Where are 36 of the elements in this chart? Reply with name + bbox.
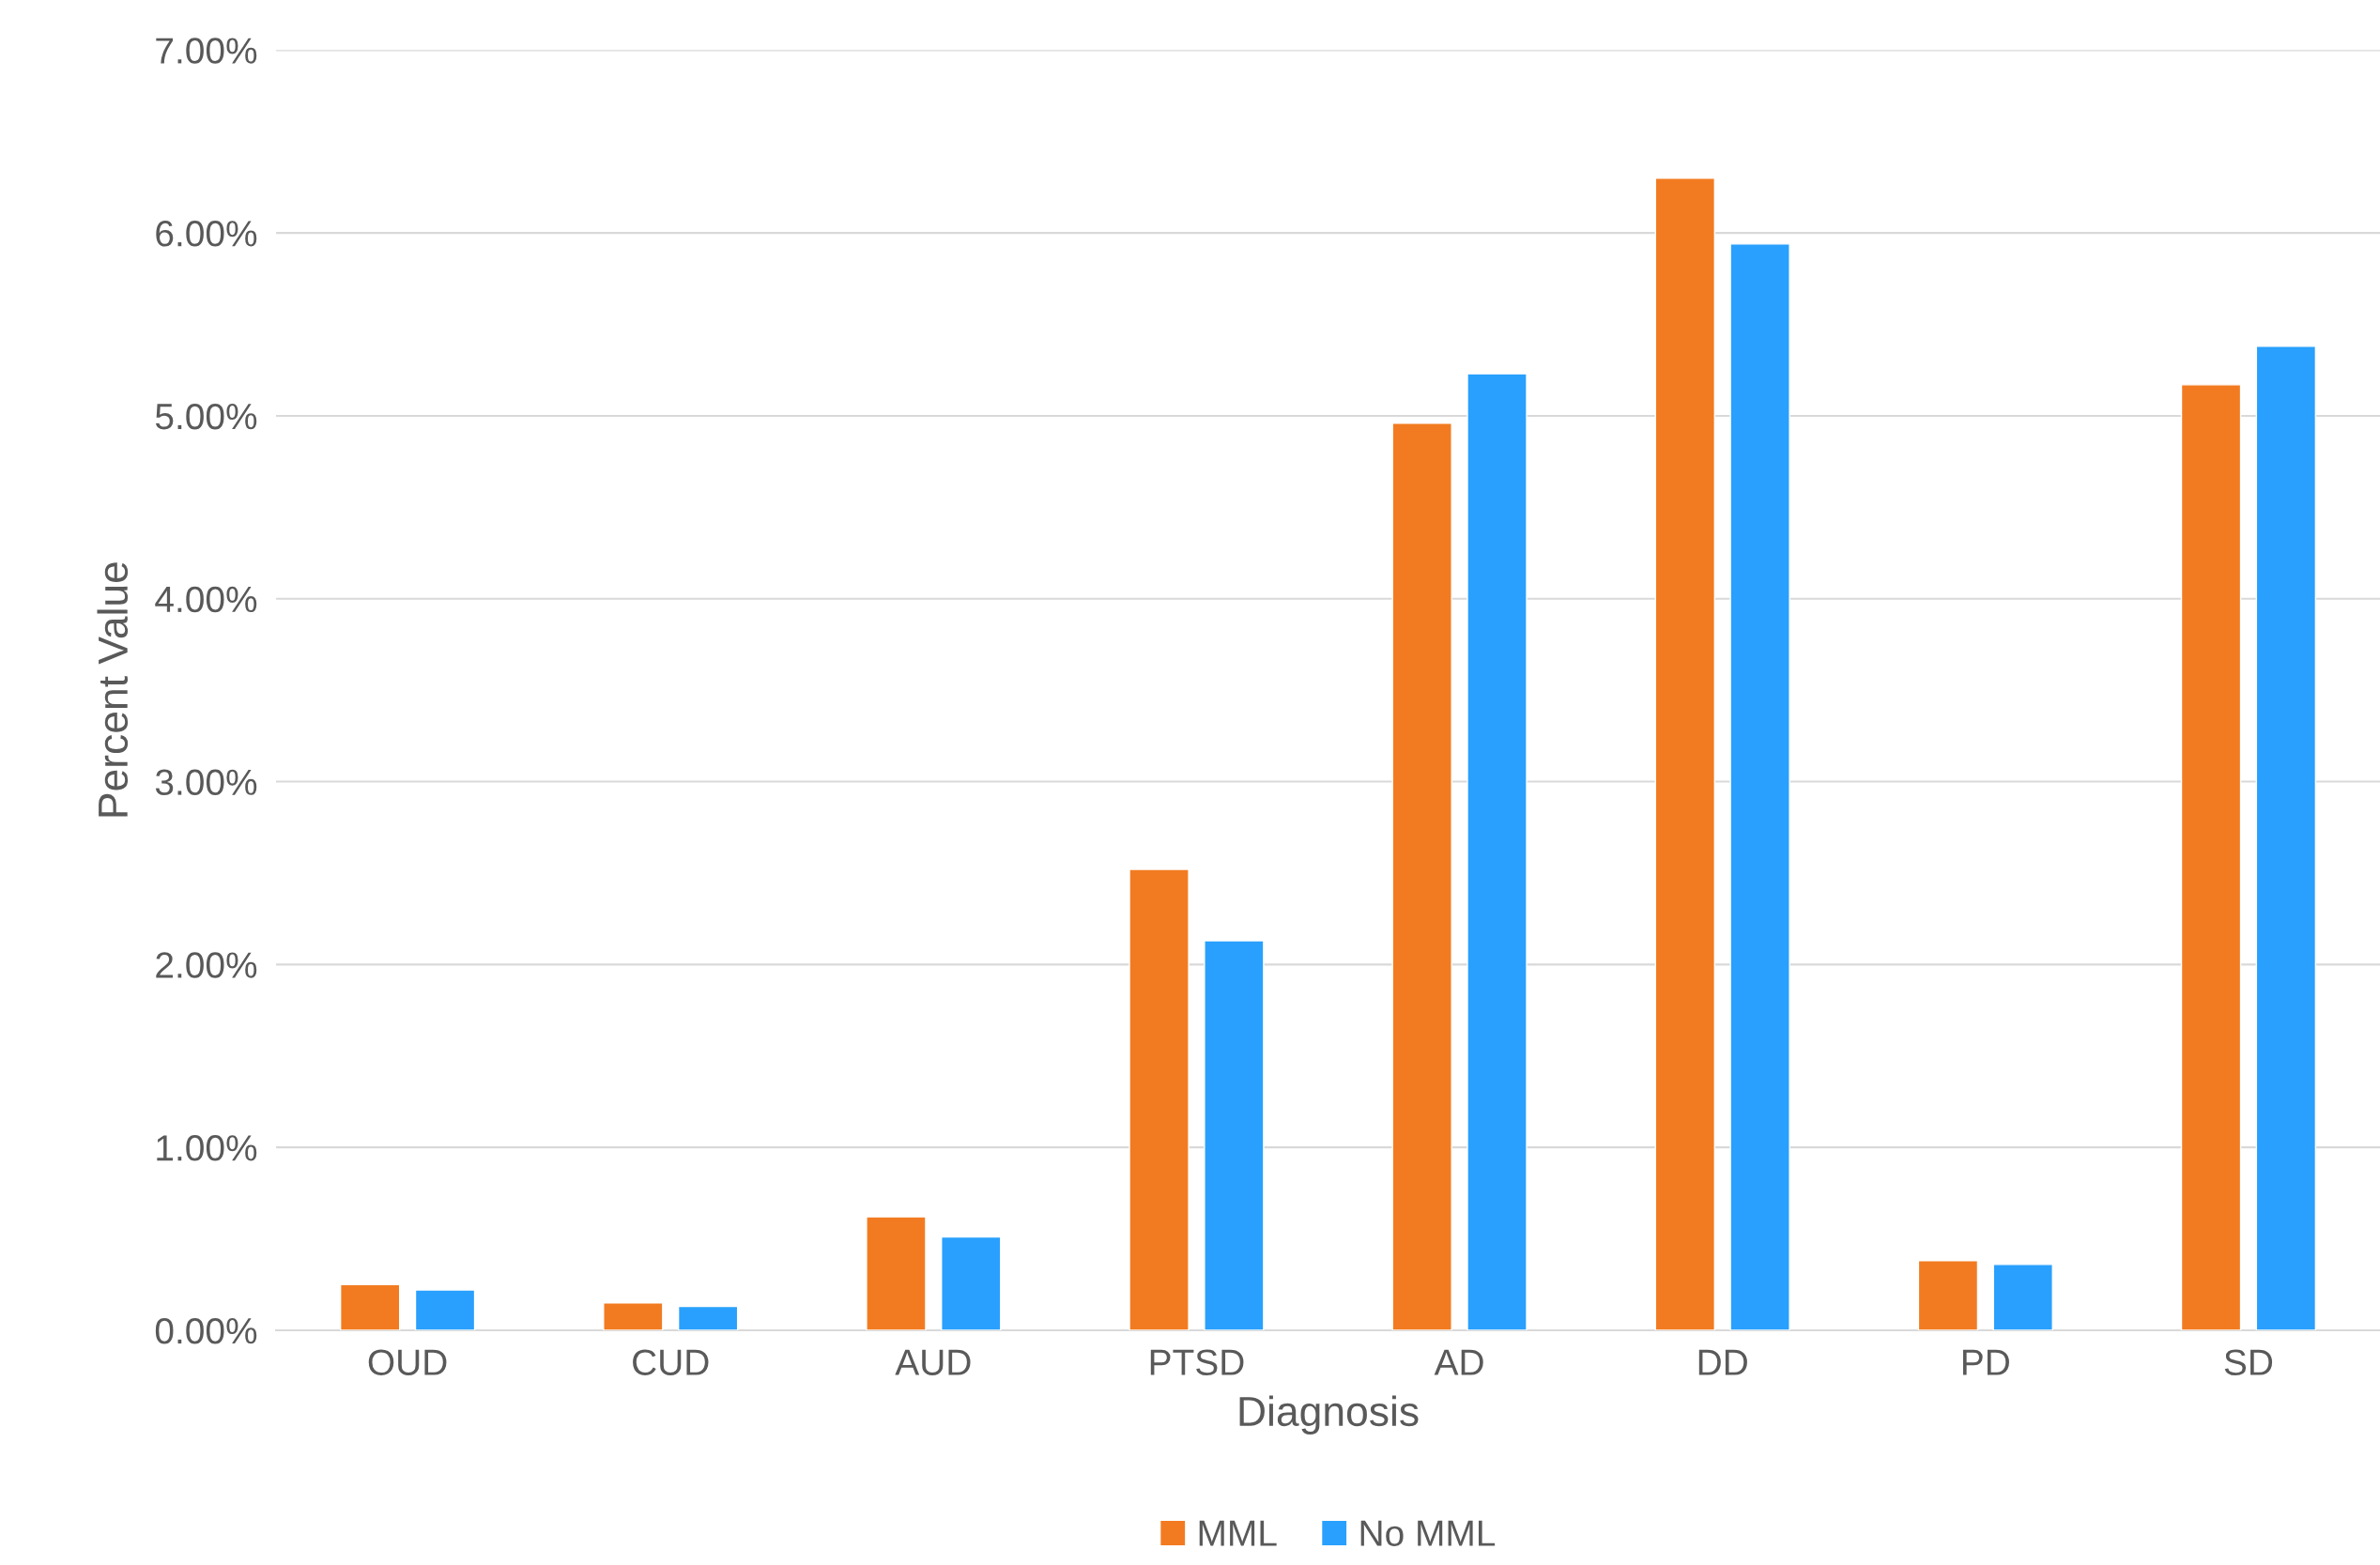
bar — [866, 1216, 927, 1330]
bar — [1129, 868, 1190, 1330]
legend-label: No MML — [1360, 1520, 1496, 1546]
bar — [414, 1289, 476, 1330]
x-axis-title: Diagnosis — [1239, 1395, 1419, 1435]
y-axis-title: Percent Value — [97, 562, 129, 817]
y-tick-label: 1.00% — [157, 1135, 257, 1161]
bar — [339, 1283, 401, 1330]
bar — [1391, 422, 1452, 1330]
bar — [941, 1235, 1002, 1330]
x-tick-label: CUD — [633, 1349, 709, 1375]
bar — [1466, 373, 1528, 1330]
bar — [1917, 1260, 1979, 1330]
bar — [1204, 940, 1265, 1330]
bar — [1992, 1264, 2053, 1330]
bar — [603, 1302, 664, 1330]
bar — [677, 1305, 739, 1330]
y-tick-label: 2.00% — [156, 952, 257, 978]
x-tick-label: OUD — [368, 1349, 447, 1375]
bar — [2255, 345, 2317, 1330]
x-tick-label: DD — [1698, 1349, 1747, 1375]
bar — [1654, 177, 1715, 1330]
x-tick-label: AUD — [895, 1349, 971, 1375]
y-tick-label: 0.00% — [155, 1317, 257, 1344]
bar — [1729, 243, 1790, 1330]
x-tick-label: PD — [1963, 1349, 2009, 1375]
y-tick-label: 5.00% — [155, 403, 257, 430]
y-tick-label: 3.00% — [155, 769, 257, 796]
legend-label: MML — [1199, 1520, 1277, 1546]
x-tick-label: PTSD — [1150, 1349, 1244, 1375]
y-tick-label: 4.00% — [155, 586, 257, 613]
bar — [2180, 384, 2242, 1330]
x-tick-label: SD — [2224, 1349, 2273, 1375]
y-tick-label: 7.00% — [156, 38, 257, 64]
y-tick-label: 6.00% — [156, 221, 257, 247]
x-tick-label: AD — [1434, 1349, 1483, 1375]
